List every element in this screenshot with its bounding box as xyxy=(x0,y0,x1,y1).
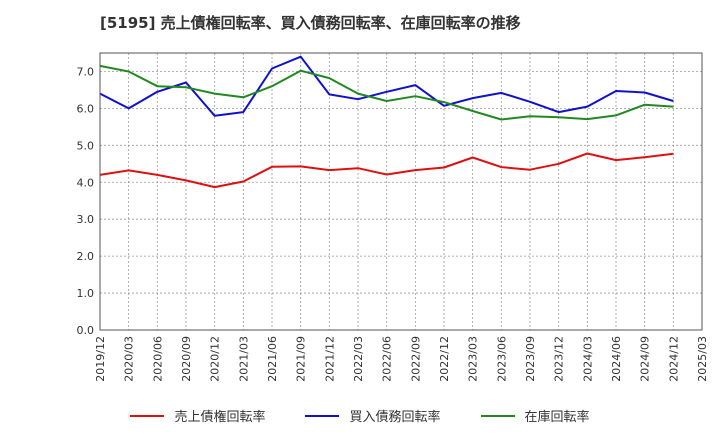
legend-label: 買入債務回転率 xyxy=(349,410,441,425)
y-tick-label: 1.0 xyxy=(77,287,95,300)
series-line-1 xyxy=(99,55,674,117)
series-lines xyxy=(99,55,674,189)
y-axis-ticks: 0.0 1.0 2.0 3.0 4.0 5.0 6.0 7.0 xyxy=(77,65,95,337)
x-tick-label: 2022/06 xyxy=(381,336,394,382)
x-tick-label: 2022/03 xyxy=(352,336,365,382)
x-axis-ticks: 2019/12 2020/03 2020/06 2020/09 2020/12 2021/… xyxy=(94,336,709,382)
legend-item-receivables-turnover: 売上債権回転率 xyxy=(130,406,265,425)
legend-label: 売上債権回転率 xyxy=(174,410,266,425)
x-tick-label: 2021/12 xyxy=(323,336,336,382)
x-tick-label: 2021/09 xyxy=(295,336,308,382)
x-tick-label: 2019/12 xyxy=(94,336,107,382)
series-line-0 xyxy=(99,152,674,189)
y-tick-label: 7.0 xyxy=(77,65,95,78)
y-tick-label: 2.0 xyxy=(77,250,95,263)
legend-item-payables-turnover: 買入債務回転率 xyxy=(305,406,441,425)
x-tick-label: 2023/03 xyxy=(467,336,480,382)
y-tick-label: 5.0 xyxy=(77,139,95,152)
y-tick-label: 0.0 xyxy=(77,324,95,337)
legend-swatch xyxy=(130,414,165,417)
legend-item-inventory-turnover: 在庫回転率 xyxy=(480,406,590,425)
x-tick-label: 2022/12 xyxy=(438,336,451,382)
x-tick-label: 2023/06 xyxy=(495,336,508,382)
legend: 売上債権回転率 買入債務回転率 在庫回転率 xyxy=(0,406,720,425)
x-tick-label: 2025/03 xyxy=(696,336,709,382)
x-tick-label: 2024/03 xyxy=(581,336,594,382)
chart-title: [5195] 売上債権回転率、買入債務回転率、在庫回転率の推移 xyxy=(100,14,521,32)
y-tick-label: 6.0 xyxy=(77,102,95,115)
plot-frame xyxy=(99,52,703,331)
series-line-2 xyxy=(99,64,674,121)
legend-label: 在庫回転率 xyxy=(524,410,590,425)
x-tick-label: 2021/06 xyxy=(266,336,279,382)
legend-swatch xyxy=(305,414,340,417)
grid-lines xyxy=(99,53,703,331)
legend-swatch xyxy=(480,414,515,417)
x-tick-label: 2022/09 xyxy=(409,336,422,382)
x-tick-label: 2020/03 xyxy=(123,336,136,382)
x-tick-label: 2023/09 xyxy=(524,336,537,382)
x-tick-label: 2024/12 xyxy=(667,336,680,382)
y-tick-label: 4.0 xyxy=(77,176,95,189)
x-tick-label: 2020/12 xyxy=(209,336,222,382)
x-tick-label: 2024/09 xyxy=(639,336,652,382)
y-tick-label: 3.0 xyxy=(77,213,95,226)
x-tick-label: 2020/09 xyxy=(180,336,193,382)
x-tick-label: 2021/03 xyxy=(237,336,250,382)
x-tick-label: 2024/06 xyxy=(610,336,623,382)
x-tick-label: 2020/06 xyxy=(151,336,164,382)
x-tick-label: 2023/12 xyxy=(553,336,566,382)
